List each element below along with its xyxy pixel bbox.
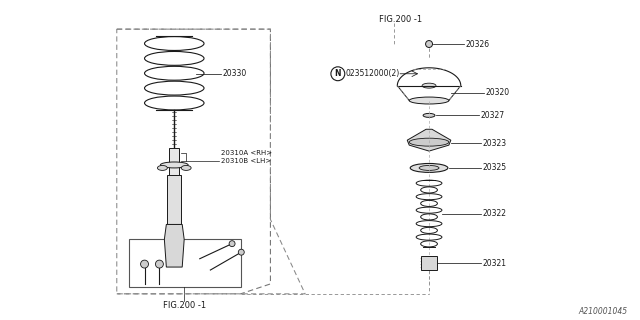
Text: 20321: 20321 (483, 259, 507, 268)
Ellipse shape (409, 138, 449, 146)
Ellipse shape (422, 83, 436, 88)
Text: 20310B <LH>: 20310B <LH> (221, 158, 271, 164)
Text: 20330: 20330 (223, 69, 247, 78)
Text: 20327: 20327 (481, 111, 505, 120)
Bar (170, 148, 179, 175)
Bar (167, 175, 181, 224)
Text: 20325: 20325 (483, 164, 507, 172)
Ellipse shape (423, 113, 435, 117)
Ellipse shape (421, 257, 437, 260)
Ellipse shape (419, 165, 439, 171)
Text: N: N (335, 69, 341, 78)
Text: 20326: 20326 (466, 39, 490, 49)
Circle shape (331, 67, 345, 81)
Text: 20310A <RH>: 20310A <RH> (221, 150, 272, 156)
Text: FIG.200 -1: FIG.200 -1 (163, 301, 205, 310)
Polygon shape (407, 129, 451, 151)
Ellipse shape (157, 165, 167, 171)
Text: 20322: 20322 (483, 209, 507, 218)
Circle shape (238, 249, 244, 255)
Circle shape (229, 241, 235, 247)
Ellipse shape (421, 263, 437, 266)
Text: A210001045: A210001045 (578, 307, 627, 316)
Text: 20320: 20320 (486, 88, 509, 97)
Text: 20323: 20323 (483, 139, 507, 148)
Circle shape (426, 41, 433, 47)
Text: 023512000(2): 023512000(2) (346, 69, 400, 78)
Ellipse shape (421, 260, 437, 263)
Ellipse shape (161, 162, 188, 168)
Bar (129, 239, 241, 287)
Ellipse shape (410, 164, 448, 172)
Ellipse shape (421, 266, 437, 269)
Ellipse shape (181, 165, 191, 171)
Polygon shape (164, 224, 184, 267)
Circle shape (141, 260, 148, 268)
Circle shape (156, 260, 163, 268)
Bar (421, 256, 437, 270)
Text: FIG.200 -1: FIG.200 -1 (380, 15, 422, 24)
Ellipse shape (409, 97, 449, 104)
